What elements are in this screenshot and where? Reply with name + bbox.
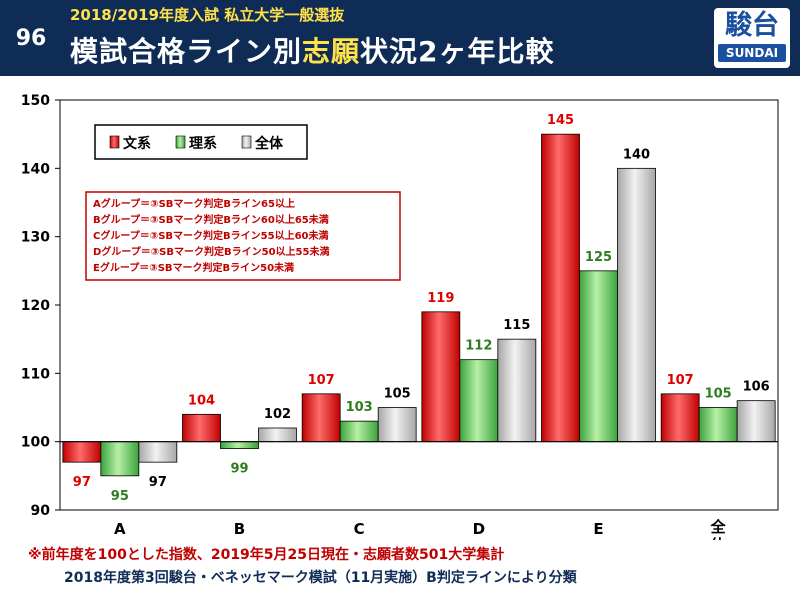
x-tick-label: 体: [711, 536, 727, 540]
bar-zentai: [377, 407, 417, 443]
data-label: 105: [384, 387, 411, 402]
bar-bunkei: [301, 393, 341, 443]
legend-swatch: [175, 135, 186, 149]
footnote-index: ※前年度を100とした指数、2019年5月25日現在・志願者数501大学集計: [28, 547, 505, 563]
legend-box: [94, 124, 308, 160]
data-label: 97: [149, 475, 167, 490]
y-tick-label: 100: [21, 435, 50, 451]
data-label: 115: [503, 318, 530, 333]
bar-rikei: [220, 441, 259, 449]
legend-swatch: [241, 135, 252, 149]
group-note-line: Dグループ＝③SBマーク判定Bライン50以上55未満: [93, 245, 329, 258]
data-label: 95: [111, 489, 129, 504]
data-label: 104: [188, 393, 215, 408]
sundai-logo: 駿台 SUNDAI: [714, 8, 790, 68]
x-tick-label: C: [354, 520, 365, 538]
y-tick-label: 140: [21, 161, 50, 177]
title-highlight: 志願: [302, 35, 361, 68]
title-part-2: 状況2ヶ年比較: [360, 35, 555, 68]
bar-rikei: [459, 359, 499, 443]
logo-main-text: 駿台: [725, 10, 779, 41]
data-label: 107: [667, 373, 694, 388]
bar-rikei: [579, 270, 618, 443]
data-label: 97: [73, 475, 91, 490]
slide-number: 96: [15, 25, 47, 51]
group-note-line: Aグループ＝③SBマーク判定Bライン65以上: [93, 197, 295, 210]
data-label: 106: [743, 380, 770, 395]
bar-zentai: [258, 427, 297, 443]
bar-chart: 90 100 110 120 130 140 150 97 95 97 A 104 99 102 B 107 1…: [21, 93, 779, 540]
page-title: 模試合格ライン別志願状況2ヶ年比較: [70, 30, 555, 70]
data-label: 119: [427, 291, 454, 306]
group-note-box: [85, 191, 401, 281]
bar-rikei: [339, 420, 379, 443]
bar-bunkei: [182, 413, 221, 443]
x-tick-label: 全: [710, 518, 727, 536]
data-label: 112: [465, 339, 492, 354]
bar-zentai: [138, 441, 178, 463]
bar-rikei: [100, 441, 140, 477]
footnote-source: 2018年度第3回駿台・ベネッセマーク模試（11月実施）B判定ラインにより分類: [64, 570, 577, 586]
data-label: 99: [230, 462, 248, 477]
group-note-line: Eグループ＝③SBマーク判定Bライン50未満: [93, 261, 294, 274]
y-tick-label: 110: [21, 366, 50, 382]
legend-label: 理系: [189, 135, 217, 152]
bar-bunkei: [62, 441, 102, 463]
y-tick-label: 90: [31, 503, 51, 519]
data-label: 107: [308, 373, 335, 388]
data-label: 125: [585, 250, 612, 265]
group-note-line: Cグループ＝③SBマーク判定Bライン55以上60未満: [93, 229, 328, 242]
title-part-1: 模試合格ライン別: [70, 35, 303, 68]
logo-sub-text: SUNDAI: [718, 44, 786, 62]
bar-zentai: [736, 400, 776, 443]
data-label: 105: [705, 387, 732, 402]
header-bar: 96 2018/2019年度入試 私立大学一般選抜 模試合格ライン別志願状況2ヶ…: [0, 0, 800, 76]
legend-label: 全体: [254, 135, 284, 152]
data-label: 140: [623, 147, 650, 162]
x-tick-label: D: [473, 520, 485, 538]
bar-bunkei: [660, 393, 700, 443]
group-note-line: Bグループ＝③SBマーク判定Bライン60以上65未満: [93, 213, 329, 226]
data-label: 103: [346, 400, 373, 415]
y-tick-label: 130: [21, 230, 50, 246]
bar-bunkei: [421, 311, 461, 443]
y-tick-label: 150: [21, 93, 50, 109]
bar-zentai: [497, 338, 537, 443]
y-tick-label: 120: [21, 298, 50, 314]
bar-zentai: [617, 167, 656, 443]
bar-rikei: [698, 407, 738, 443]
bar-bunkei: [541, 133, 580, 443]
data-label: 145: [547, 113, 574, 128]
legend-label: 文系: [123, 135, 151, 152]
legend-swatch: [109, 135, 120, 149]
x-tick-label: E: [593, 520, 603, 538]
x-tick-label: B: [234, 520, 245, 538]
x-tick-label: A: [114, 520, 126, 538]
subtitle: 2018/2019年度入試 私立大学一般選抜: [70, 6, 345, 24]
data-label: 102: [264, 407, 291, 422]
